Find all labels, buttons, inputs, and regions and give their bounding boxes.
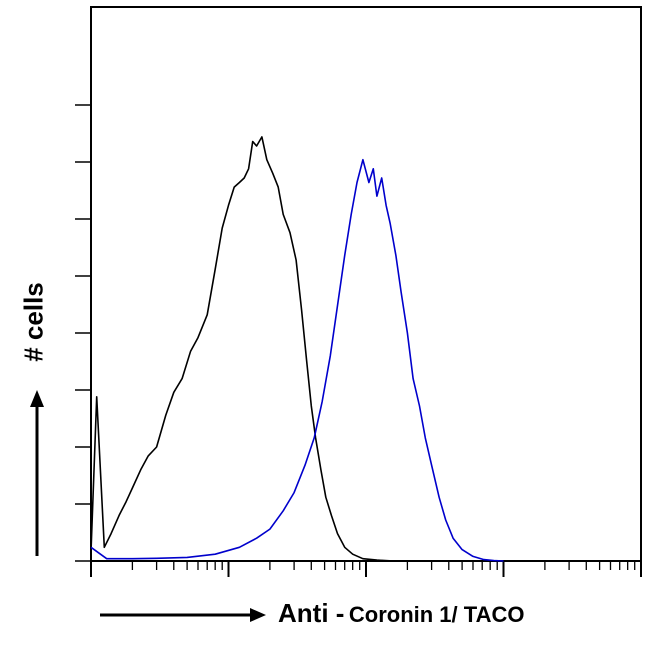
x-axis xyxy=(90,561,642,577)
x-axis-label-target: Coronin 1/ TACO xyxy=(348,602,525,627)
y-axis-label: # cells xyxy=(14,262,54,382)
histogram-series-2-line xyxy=(90,158,504,562)
x-axis-label-prefix: Anti - xyxy=(278,598,345,628)
y-axis xyxy=(75,104,91,562)
histogram-series-1-line xyxy=(90,136,395,562)
x-axis-label: Anti - Coronin 1/ TACO xyxy=(278,598,524,629)
plot-frame xyxy=(90,6,642,562)
x-axis-arrow xyxy=(100,608,266,622)
series-layer xyxy=(90,136,504,562)
y-axis-label-text: # cells xyxy=(18,282,49,362)
y-axis-arrow xyxy=(30,390,44,556)
